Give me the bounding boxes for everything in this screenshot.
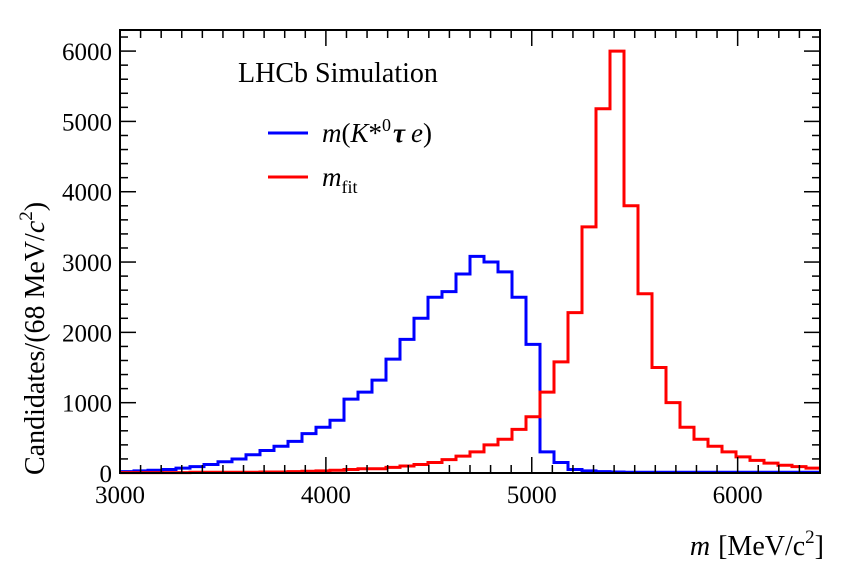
chart-annotation: LHCb Simulation xyxy=(238,58,438,89)
x-axis-title: m [MeV/c2] xyxy=(690,527,824,562)
plot-frame xyxy=(119,29,821,474)
legend: m(K*0τ e) mfit xyxy=(268,115,432,197)
x-tick-label: 4000 xyxy=(301,482,351,509)
y-tick-label: 2000 xyxy=(62,320,112,347)
legend-label-series-2: mfit xyxy=(322,162,358,197)
x-tick-label: 3000 xyxy=(95,482,145,509)
y-tick-label: 6000 xyxy=(62,39,112,66)
y-tick-label: 5000 xyxy=(62,109,112,136)
histogram-series-layer xyxy=(120,49,820,475)
y-axis: 0 1000 2000 3000 4000 5000 6000 xyxy=(62,36,820,488)
y-axis-title: Candidates/(68 MeV/c2) xyxy=(16,202,51,475)
y-tick-label: 0 xyxy=(100,461,113,488)
histogram-line-series-2 xyxy=(120,49,820,475)
y-tick-label: 3000 xyxy=(62,250,112,277)
x-tick-label: 5000 xyxy=(507,482,557,509)
x-tick-label: 6000 xyxy=(713,482,763,509)
y-tick-label: 1000 xyxy=(62,391,112,418)
x-axis: 3000 4000 5000 6000 xyxy=(95,30,821,509)
histogram-line-series-1 xyxy=(120,254,820,474)
legend-label-series-1: m(K*0τ e) xyxy=(322,115,432,148)
y-tick-label: 4000 xyxy=(62,180,112,207)
